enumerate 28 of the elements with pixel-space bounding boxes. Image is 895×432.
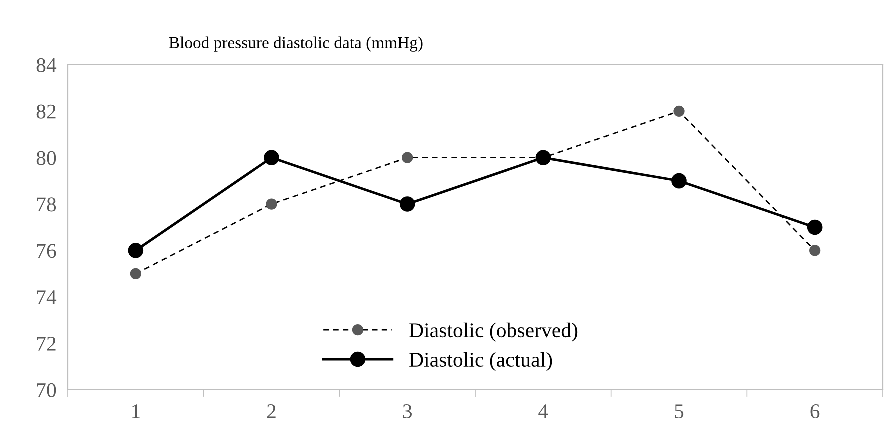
y-tick-label: 74 — [37, 290, 57, 304]
legend-label: Diastolic (observed) — [410, 322, 578, 342]
point — [674, 106, 685, 117]
y-tick-label: 76 — [37, 244, 56, 258]
y-tick-label: 72 — [37, 337, 56, 351]
point — [128, 243, 144, 258]
legend-label: Diastolic (actual) — [410, 352, 552, 372]
point — [536, 150, 552, 166]
point — [810, 245, 821, 256]
point — [672, 173, 687, 189]
y-tick-label: 82 — [36, 104, 56, 119]
chart-title: Blood pressure diastolic data (mmHg) — [169, 36, 423, 52]
point — [130, 268, 142, 280]
x-tick-label: 1 — [132, 404, 140, 418]
point — [400, 196, 416, 212]
y-tick-label: 80 — [36, 151, 56, 166]
y-tick-label: 78 — [37, 198, 56, 212]
x-tick-label: 5 — [675, 404, 684, 419]
point — [402, 152, 414, 164]
point — [266, 198, 278, 210]
point — [807, 220, 823, 236]
x-tick-label: 4 — [538, 404, 548, 418]
x-tick-label: 6 — [810, 404, 820, 419]
point — [264, 150, 280, 166]
x-tick-label: 2 — [267, 404, 276, 418]
y-tick-label: 70 — [37, 383, 56, 398]
x-tick-label: 3 — [403, 404, 412, 419]
y-tick-label: 84 — [36, 58, 57, 72]
